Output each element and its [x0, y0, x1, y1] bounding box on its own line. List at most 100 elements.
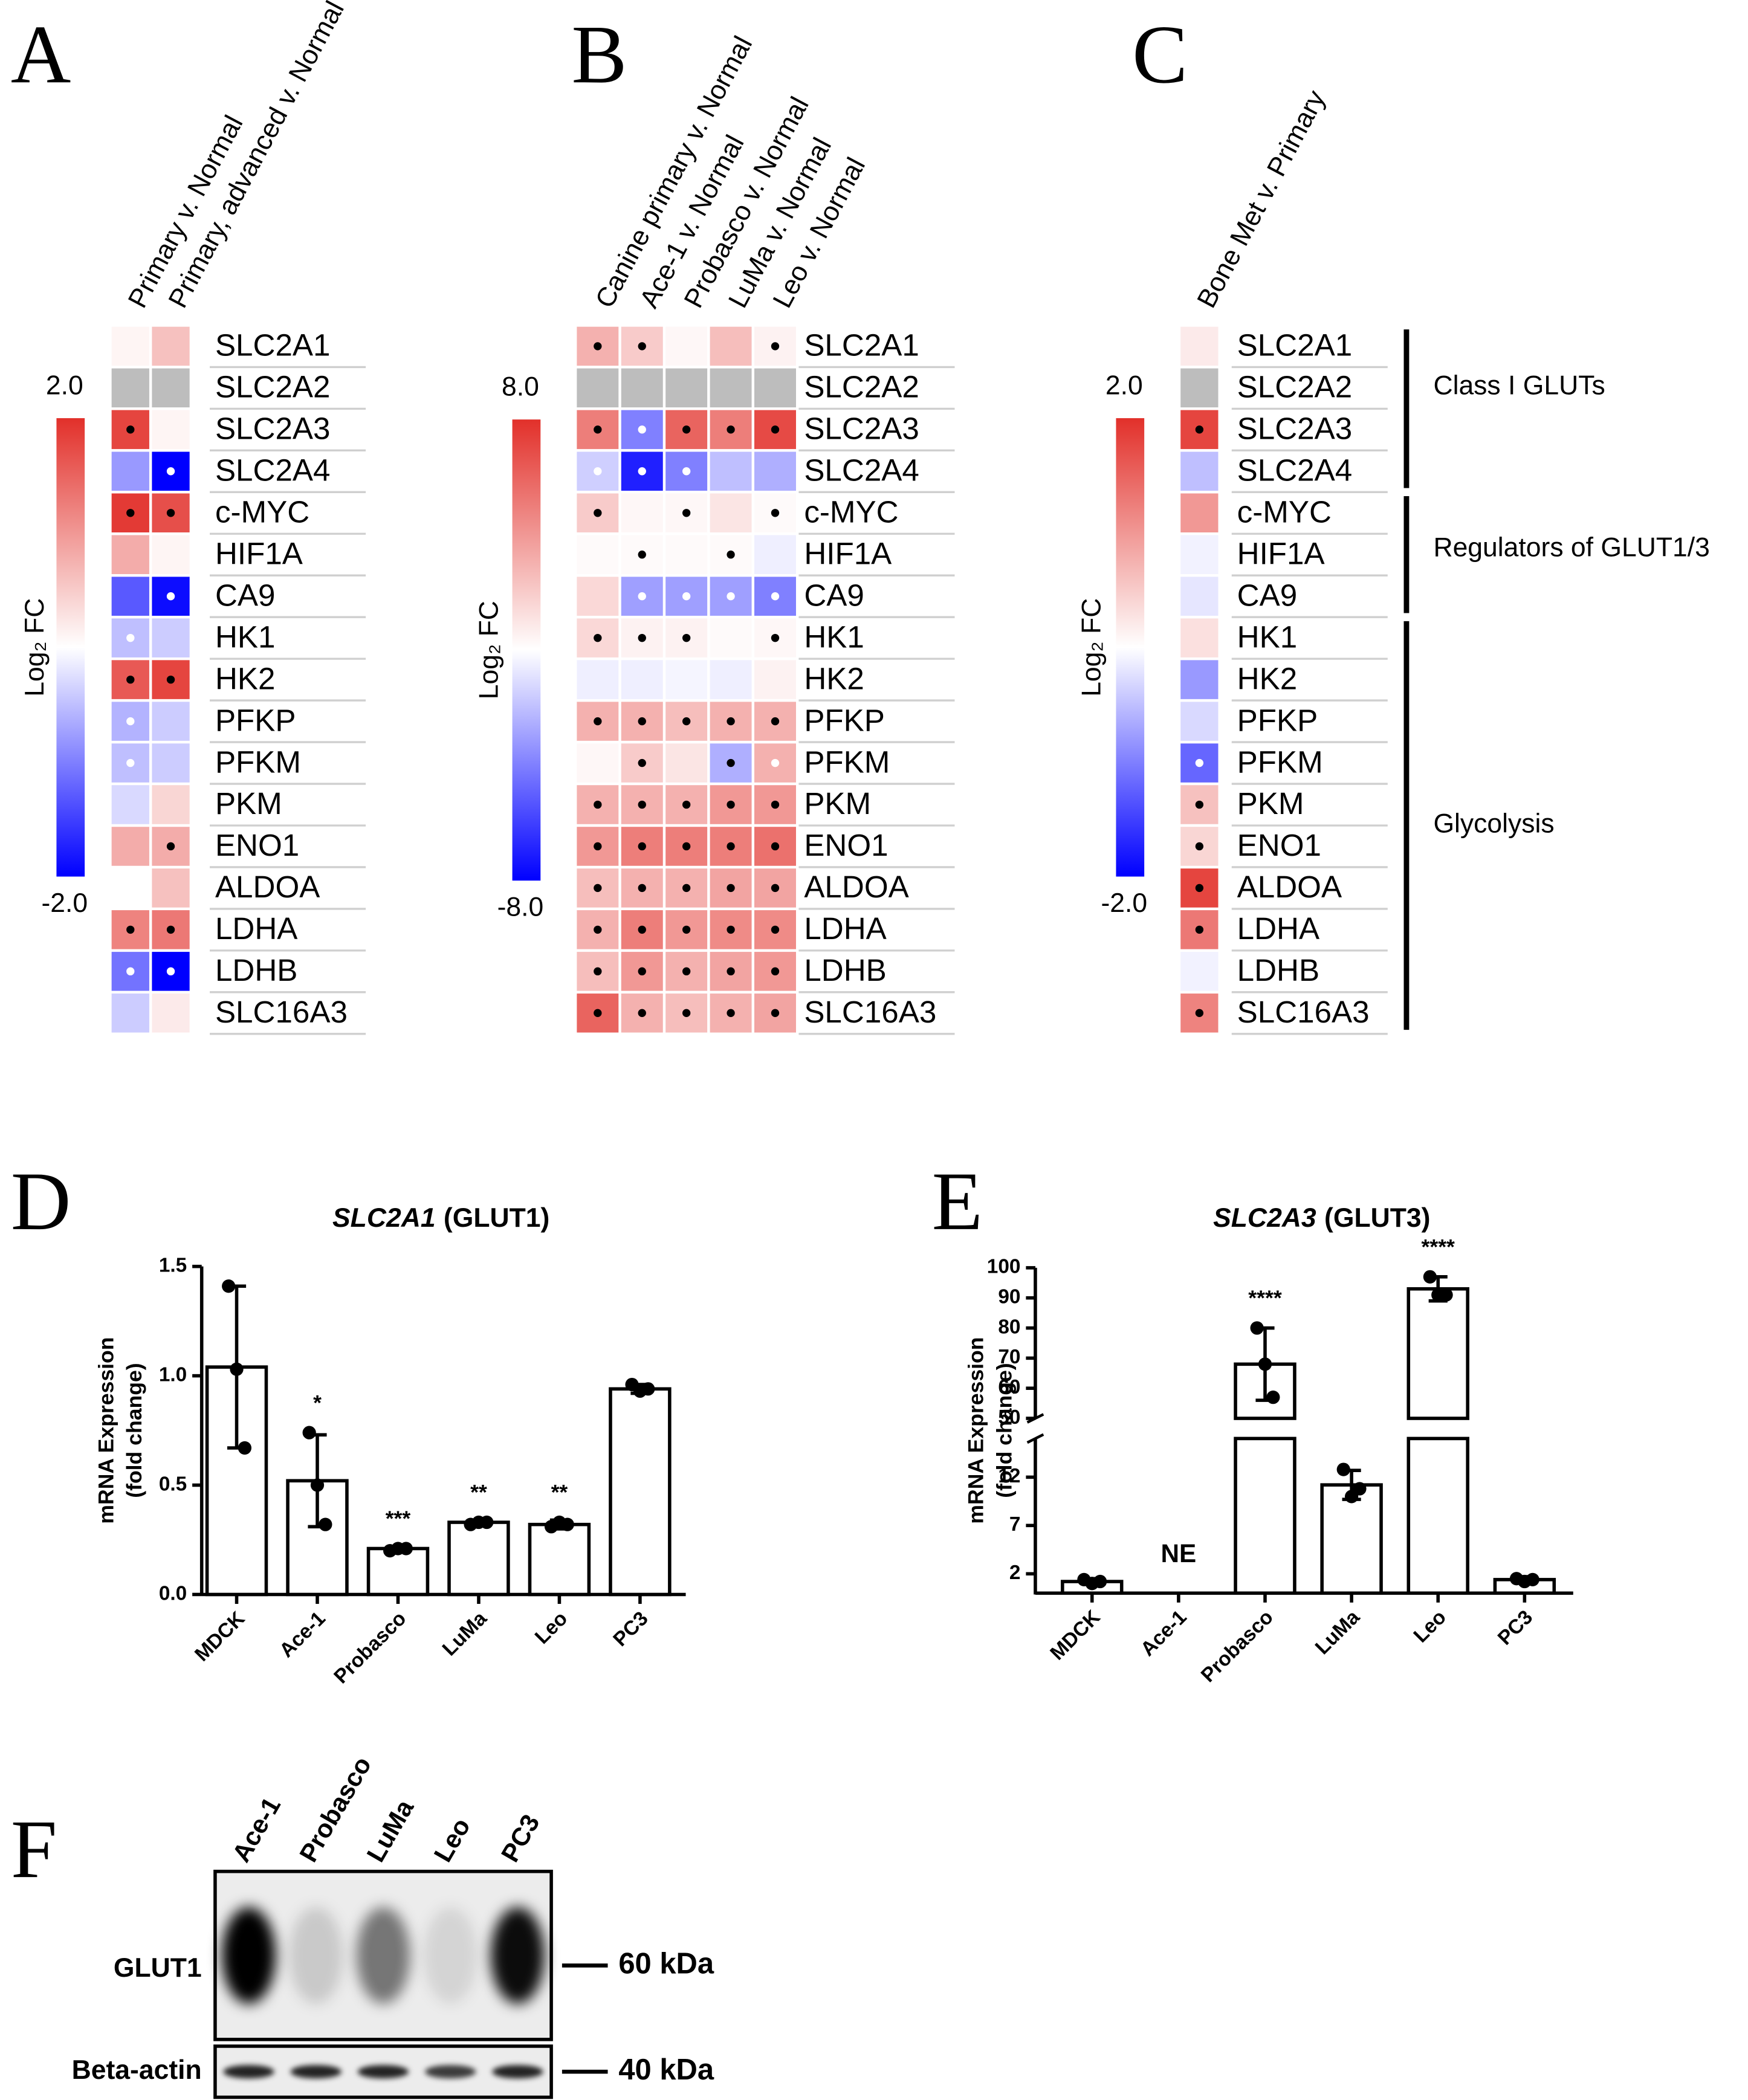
y-tick-label: 0.0: [159, 1582, 187, 1604]
significance-dot: [682, 467, 691, 476]
chart-title: SLC2A3 (GLUT3): [1213, 1203, 1430, 1233]
significance-dot: [682, 592, 691, 601]
heatmap-cell: [754, 451, 796, 491]
y-tick-label: 0.5: [159, 1473, 187, 1495]
significance-dot: [682, 925, 691, 934]
marker-label: 60 kDa: [618, 1947, 714, 1980]
heatmap-cell: [152, 868, 190, 908]
row-label: HK1: [1237, 619, 1298, 654]
x-tick-label: PC3: [1494, 1606, 1537, 1650]
heatmap-cell: [577, 660, 619, 699]
data-point: [399, 1542, 413, 1556]
axis-break: [1026, 1433, 1044, 1444]
group-label: Class I GLUTs: [1433, 371, 1605, 401]
row-label: SLC16A3: [1237, 995, 1370, 1029]
colorbar: [56, 418, 85, 877]
significance-label: ***: [386, 1507, 411, 1531]
significance-dot: [1195, 884, 1204, 893]
row-label: SLC16A3: [215, 995, 348, 1029]
significance-dot: [727, 925, 735, 934]
heatmap-cell: [152, 535, 190, 574]
significance-dot: [166, 675, 175, 684]
y-tick-label: 80: [998, 1316, 1020, 1338]
x-tick-label: Probasco: [330, 1607, 411, 1688]
significance-dot: [594, 1009, 602, 1017]
significance-dot: [682, 1009, 691, 1017]
significance-dot: [771, 967, 780, 976]
significance-dot: [771, 592, 780, 601]
heatmap-cell: [665, 660, 708, 699]
y-tick-label: 90: [998, 1286, 1020, 1308]
row-label: LDHB: [1237, 953, 1319, 987]
data-point: [302, 1426, 316, 1439]
significance-dot: [126, 675, 135, 684]
row-label: HIF1A: [804, 536, 892, 570]
significance-dot: [771, 800, 780, 809]
x-tick-label: Ace-1: [1136, 1606, 1191, 1661]
significance-dot: [1195, 800, 1204, 809]
heatmap-cell: [152, 618, 190, 657]
column-label: Bone Met v. Primary: [1191, 85, 1331, 313]
significance-dot: [682, 800, 691, 809]
row-label: HK2: [215, 661, 276, 696]
significance-dot: [727, 592, 735, 601]
row-label: SLC2A1: [804, 328, 919, 363]
heatmap-cell: [111, 535, 149, 574]
colorbar-label: Log₂ FC: [1076, 598, 1106, 697]
heatmap-cell: [754, 535, 796, 574]
heatmap-cell: [1180, 660, 1219, 699]
row-label: PFKM: [1237, 745, 1323, 779]
row-label: LDHB: [215, 953, 297, 987]
row-label: ALDOA: [804, 870, 909, 904]
row-label: PFKP: [215, 703, 296, 737]
y-tick-label: 100: [987, 1256, 1021, 1278]
heatmap-cell: [665, 368, 708, 408]
significance-dot: [638, 967, 646, 976]
significance-dot: [727, 425, 735, 434]
x-tick-label: LuMa: [1311, 1606, 1364, 1659]
significance-dot: [727, 884, 735, 893]
row-label: PKM: [215, 786, 282, 821]
heatmap-cell: [577, 535, 619, 574]
row-label: ENO1: [804, 828, 888, 862]
significance-label: NE: [1161, 1539, 1197, 1568]
x-tick-label: MDCK: [190, 1607, 249, 1666]
heatmap-cell: [152, 326, 190, 366]
significance-dot: [727, 800, 735, 809]
heatmap-cell: [111, 326, 149, 366]
row-label: HIF1A: [215, 536, 303, 570]
significance-dot: [771, 425, 780, 434]
colorbar-label: Log₂ FC: [20, 598, 50, 697]
x-tick-label: Leo: [1410, 1606, 1451, 1647]
heatmap-cell: [111, 451, 149, 491]
x-tick-label: Ace-1: [275, 1607, 329, 1662]
y-tick-label: 12: [998, 1465, 1020, 1487]
heatmap-cell: [1180, 618, 1219, 657]
row-label: ENO1: [1237, 828, 1321, 862]
y-tick-label: 70: [998, 1346, 1020, 1368]
row-label: SLC2A3: [804, 412, 919, 446]
heatmap-cell: [111, 827, 149, 866]
panel-letter: D: [11, 1155, 71, 1247]
heatmap-cell: [152, 743, 190, 783]
colorbar-label: Log₂ FC: [474, 601, 504, 699]
significance-dot: [126, 425, 135, 434]
significance-dot: [638, 884, 646, 893]
significance-dot: [126, 967, 135, 976]
y-tick-label: 1.0: [159, 1363, 187, 1386]
significance-dot: [638, 800, 646, 809]
significance-dot: [126, 758, 135, 767]
significance-dot: [727, 842, 735, 851]
heatmap-cell: [1180, 368, 1219, 408]
heatmap-cell: [577, 743, 619, 783]
significance-dot: [594, 509, 602, 517]
heatmap-cell: [710, 451, 752, 491]
significance-dot: [771, 342, 780, 351]
row-label: c-MYC: [215, 495, 309, 529]
heatmap-cell: [710, 326, 752, 366]
data-point: [310, 1478, 325, 1492]
heatmap-cell: [710, 618, 752, 657]
significance-dot: [682, 425, 691, 434]
axis-break: [1026, 1413, 1044, 1424]
